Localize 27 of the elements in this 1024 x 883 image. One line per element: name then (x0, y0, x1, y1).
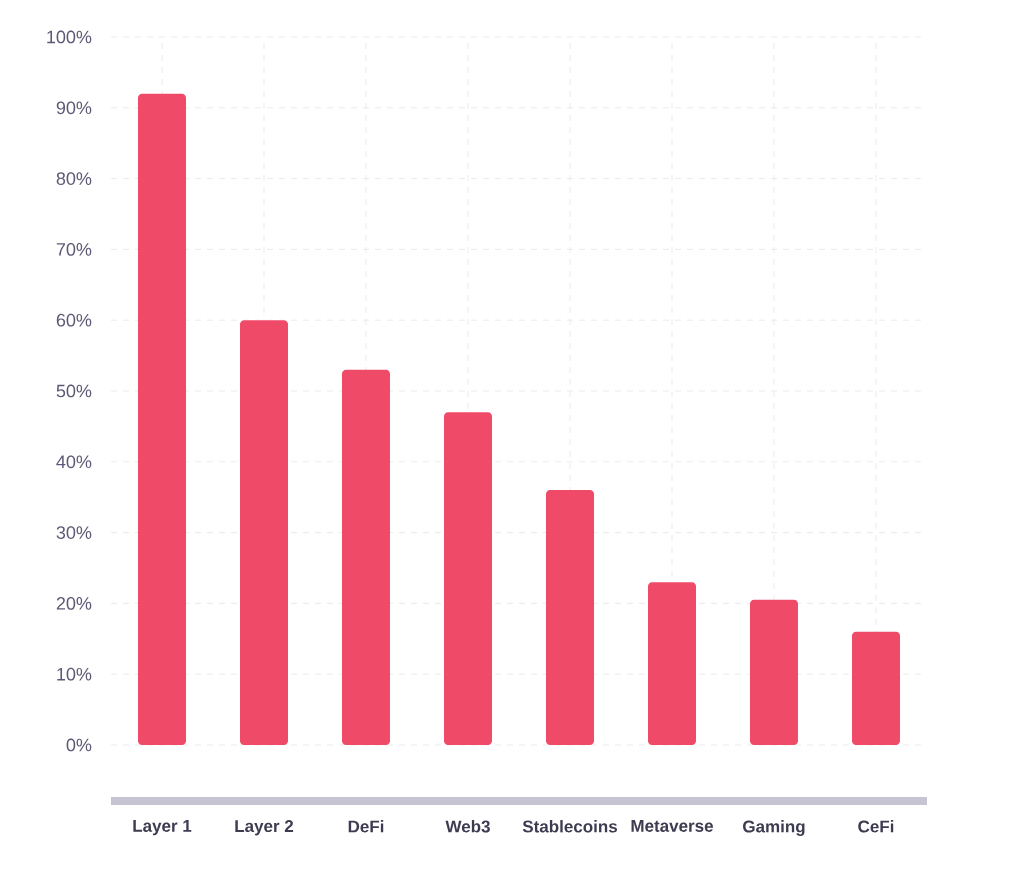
x-tick-label: Gaming (743, 820, 805, 836)
y-tick-label: 80% (56, 172, 92, 185)
x-tick-label: Metaverse (631, 820, 713, 832)
x-tick-label: Layer 1 (133, 820, 192, 836)
y-tick-label: 40% (56, 455, 92, 469)
bar (851, 631, 900, 745)
y-tick-label: 90% (56, 101, 92, 115)
y-tick-label: 100% (47, 30, 92, 44)
bar (546, 490, 594, 745)
x-tick-label: CeFi (858, 820, 894, 833)
y-tick-label: 0% (66, 738, 92, 752)
y-tick-label: 60% (56, 313, 92, 327)
y-tick-label: 20% (56, 597, 92, 610)
bar (444, 412, 492, 745)
x-tick-label: Layer 2 (235, 820, 294, 836)
bar (342, 369, 390, 745)
x-tick-label: Web3 (445, 820, 490, 833)
bar (240, 320, 288, 745)
y-tick-label: 10% (57, 667, 92, 681)
bar (138, 93, 186, 745)
bar (647, 582, 696, 745)
y-tick-label: 50% (56, 384, 92, 398)
bar (749, 599, 798, 745)
y-tick-label: 70% (56, 243, 92, 256)
x-tick-label: DeFi (348, 820, 384, 833)
x-tick-label: Stablecoins (522, 820, 618, 833)
y-tick-label: 30% (56, 526, 92, 539)
